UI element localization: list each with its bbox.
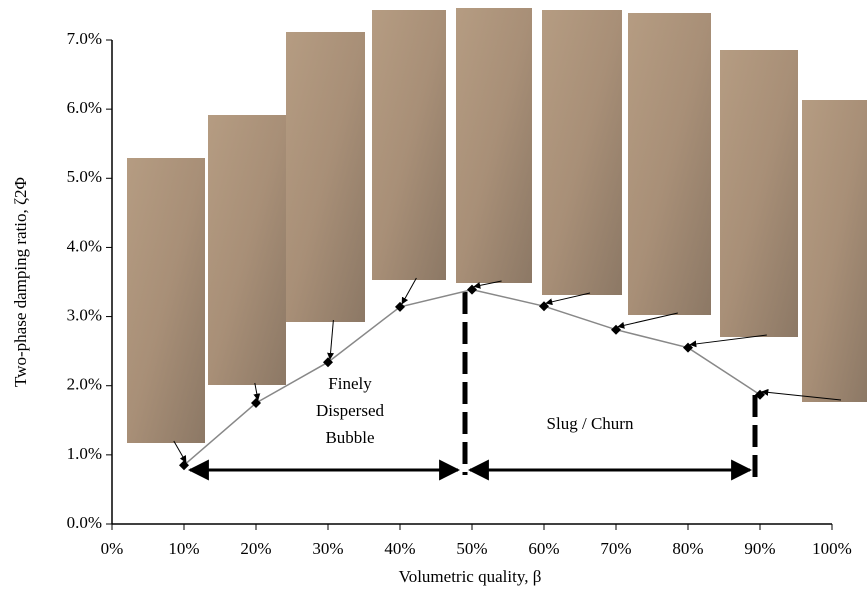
photo — [456, 8, 532, 283]
y-tick-label: 0.0% — [67, 513, 102, 532]
photo-pointer — [330, 320, 333, 359]
photo — [628, 13, 711, 315]
photo — [127, 158, 205, 443]
x-tick-label: 40% — [384, 539, 415, 558]
chart: Volumetric quality, β Two-phase damping … — [0, 0, 867, 595]
photo — [802, 100, 867, 402]
x-tick-label: 20% — [240, 539, 271, 558]
y-tick-label: 2.0% — [67, 375, 102, 394]
photo-pointer — [174, 441, 186, 462]
photo — [720, 50, 798, 337]
x-tick-label: 50% — [456, 539, 487, 558]
annotation: Bubble — [325, 428, 374, 447]
y-axis-label: Two-phase damping ratio, ζ2Φ — [11, 177, 30, 387]
x-tick-label: 30% — [312, 539, 343, 558]
y-tick-label: 6.0% — [67, 98, 102, 117]
y-tick-label: 4.0% — [67, 236, 102, 255]
photo-pointer — [402, 278, 416, 304]
photos — [127, 8, 867, 443]
y-tick-label: 7.0% — [67, 29, 102, 48]
photo — [286, 32, 365, 322]
y-tick-label: 1.0% — [67, 444, 102, 463]
x-tick-label: 60% — [528, 539, 559, 558]
x-axis-label: Volumetric quality, β — [399, 567, 542, 586]
annotation: Slug / Churn — [547, 414, 634, 433]
x-tick-label: 0% — [101, 539, 124, 558]
photo — [208, 115, 286, 385]
annotation: Dispersed — [316, 401, 384, 420]
photo-pointer — [618, 313, 678, 327]
y-tick-label: 5.0% — [67, 167, 102, 186]
x-tick-label: 80% — [672, 539, 703, 558]
photo — [542, 10, 622, 295]
x-tick-label: 100% — [812, 539, 852, 558]
annotation: Finely — [328, 374, 372, 393]
photo — [372, 10, 446, 280]
y-tick-label: 3.0% — [67, 305, 102, 324]
x-tick-label: 10% — [168, 539, 199, 558]
photo-pointer — [255, 383, 258, 400]
x-tick-label: 70% — [600, 539, 631, 558]
x-tick-label: 90% — [744, 539, 775, 558]
